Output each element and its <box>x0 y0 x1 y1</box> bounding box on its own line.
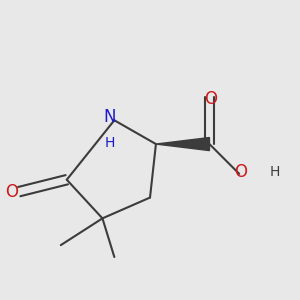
Text: H: H <box>105 136 115 150</box>
Text: O: O <box>5 183 18 201</box>
Text: O: O <box>204 91 218 109</box>
Text: H: H <box>270 165 280 179</box>
Polygon shape <box>156 137 209 151</box>
Text: N: N <box>103 108 116 126</box>
Text: O: O <box>234 163 247 181</box>
